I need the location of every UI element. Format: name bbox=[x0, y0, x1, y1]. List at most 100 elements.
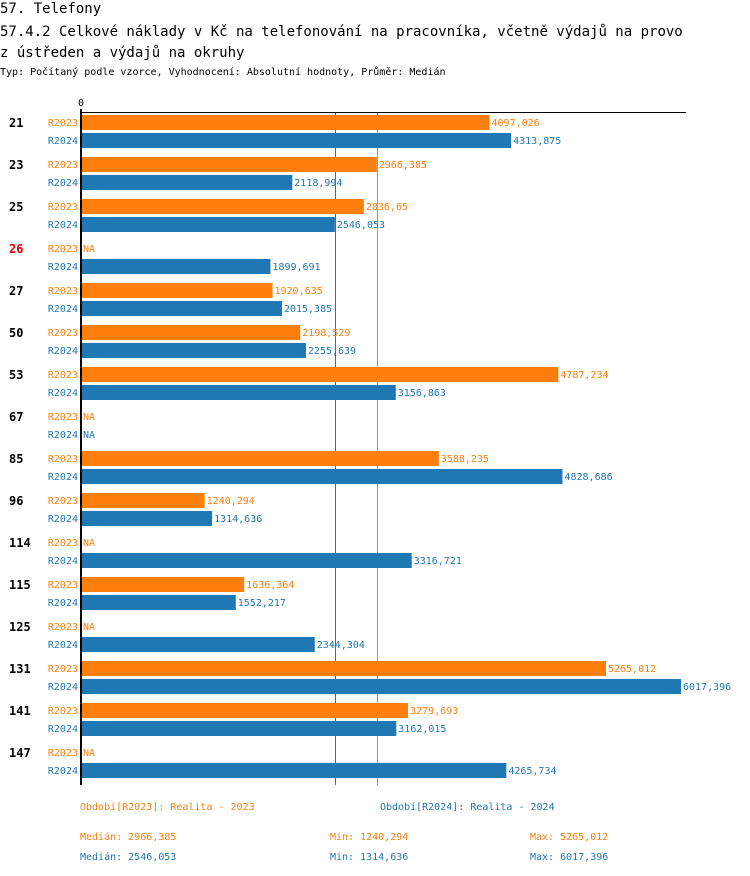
series-label-r2024: R2024 bbox=[48, 682, 78, 693]
value-label: NA bbox=[83, 622, 95, 633]
legend-r2023: Období[R2023]: Realita - 2023 bbox=[80, 801, 255, 815]
category-label: 50 bbox=[9, 326, 23, 340]
bar-r2023 bbox=[82, 115, 490, 130]
value-label: 4313,875 bbox=[513, 136, 561, 147]
series-label-r2023: R2023 bbox=[48, 538, 78, 549]
bar-r2024 bbox=[82, 721, 397, 736]
bar-r2023 bbox=[82, 157, 377, 172]
value-label: 4265,734 bbox=[508, 766, 556, 777]
bar-r2024 bbox=[82, 343, 306, 358]
bar-r2023 bbox=[82, 325, 301, 340]
category-label: 147 bbox=[9, 746, 31, 760]
bar-r2024 bbox=[82, 511, 213, 526]
value-label: 4828,686 bbox=[564, 472, 612, 483]
bar-r2024 bbox=[82, 679, 681, 694]
series-label-r2023: R2023 bbox=[48, 160, 78, 171]
category-label: 26 bbox=[9, 242, 23, 256]
series-label-r2024: R2024 bbox=[48, 220, 78, 231]
value-label: 2546,053 bbox=[337, 220, 385, 231]
category-label: 115 bbox=[9, 578, 31, 592]
series-label-r2024: R2024 bbox=[48, 388, 78, 399]
chart-title-line-2: z ústředen a výdajů na okruhy bbox=[0, 45, 245, 61]
value-label: 3316,721 bbox=[414, 556, 462, 567]
series-label-r2023: R2023 bbox=[48, 118, 78, 129]
bar-r2023 bbox=[82, 703, 409, 718]
bar-r2024 bbox=[82, 637, 315, 652]
series-label-r2024: R2024 bbox=[48, 598, 78, 609]
bar-r2023 bbox=[82, 199, 364, 214]
series-label-r2024: R2024 bbox=[48, 136, 78, 147]
value-label: 1552,217 bbox=[238, 598, 286, 609]
series-label-r2024: R2024 bbox=[48, 430, 78, 441]
series-label-r2023: R2023 bbox=[48, 328, 78, 339]
series-label-r2023: R2023 bbox=[48, 244, 78, 255]
bar-r2024 bbox=[82, 301, 282, 316]
bar-r2024 bbox=[82, 595, 236, 610]
category-label: 125 bbox=[9, 620, 31, 634]
value-label: 2118,994 bbox=[294, 178, 342, 189]
category-label: 53 bbox=[9, 368, 23, 382]
axes: 0 bbox=[78, 98, 686, 785]
value-label: 2198,529 bbox=[302, 328, 350, 339]
value-label: 6017,396 bbox=[683, 682, 731, 693]
bar-r2023 bbox=[82, 493, 205, 508]
bar-r2024 bbox=[82, 217, 335, 232]
series-label-r2024: R2024 bbox=[48, 724, 78, 735]
value-label: 1240,294 bbox=[207, 496, 255, 507]
series-label-r2024: R2024 bbox=[48, 178, 78, 189]
bar-r2024 bbox=[82, 133, 512, 148]
value-label: 3162,015 bbox=[398, 724, 446, 735]
series-label-r2023: R2023 bbox=[48, 412, 78, 423]
series-label-r2023: R2023 bbox=[48, 664, 78, 675]
series-label-r2024: R2024 bbox=[48, 346, 78, 357]
stat-min-r2024: Min: 1314,636 bbox=[330, 852, 409, 863]
value-label: 2836,65 bbox=[366, 202, 408, 213]
series-label-r2023: R2023 bbox=[48, 706, 78, 717]
stat-min-r2023: Min: 1240,294 bbox=[330, 832, 409, 843]
labels: 21 R2023 4097,026 R2024 4313,875 23 R2023 2966,… bbox=[9, 116, 731, 777]
series-label-r2024: R2024 bbox=[48, 640, 78, 651]
category-label: 141 bbox=[9, 704, 31, 718]
category-label: 67 bbox=[9, 410, 23, 424]
series-label-r2023: R2023 bbox=[48, 580, 78, 591]
series-label-r2023: R2023 bbox=[48, 286, 78, 297]
category-label: 21 bbox=[9, 116, 23, 130]
value-label: 1899,691 bbox=[272, 262, 320, 273]
stat-median-r2024: Medián: 2546,053 bbox=[80, 852, 177, 863]
series-label-r2023: R2023 bbox=[48, 748, 78, 759]
series-label-r2023: R2023 bbox=[48, 202, 78, 213]
section-title: 57. Telefony bbox=[0, 1, 102, 17]
series-label-r2024: R2024 bbox=[48, 766, 78, 777]
value-label: 3588,235 bbox=[441, 454, 489, 465]
series-label-r2023: R2023 bbox=[48, 454, 78, 465]
value-label: NA bbox=[83, 748, 95, 759]
value-label: 2255,639 bbox=[308, 346, 356, 357]
legend-r2024-text: Období[R2024]: Realita - 2024 bbox=[380, 802, 555, 813]
value-label: 1636,364 bbox=[246, 580, 294, 591]
value-label: 5265,012 bbox=[608, 664, 656, 675]
bar-r2023 bbox=[82, 283, 273, 298]
series-label-r2024: R2024 bbox=[48, 556, 78, 567]
chart-title: 57.4.2 Celkové náklady v Kč na telefonov… bbox=[0, 22, 750, 64]
bars bbox=[82, 115, 681, 778]
chart-subtitle: Typ: Počítaný podle vzorce, Vyhodnocení:… bbox=[0, 67, 446, 78]
stat-max-r2023: Max: 5265,012 bbox=[530, 832, 609, 843]
bar-r2024 bbox=[82, 175, 293, 190]
series-label-r2023: R2023 bbox=[48, 622, 78, 633]
chart-title-line-1: 57.4.2 Celkové náklady v Kč na telefonov… bbox=[0, 24, 683, 40]
bar-r2023 bbox=[82, 661, 606, 676]
bar-r2024 bbox=[82, 259, 271, 274]
bar-r2023 bbox=[82, 577, 245, 592]
value-label: 1920,635 bbox=[275, 286, 323, 297]
value-label: 2344,304 bbox=[317, 640, 365, 651]
value-label: 4097,026 bbox=[492, 118, 540, 129]
category-label: 96 bbox=[9, 494, 23, 508]
value-label: 2966,385 bbox=[379, 160, 427, 171]
series-label-r2024: R2024 bbox=[48, 514, 78, 525]
bar-r2024 bbox=[82, 469, 563, 484]
category-label: 85 bbox=[9, 452, 23, 466]
category-label: 23 bbox=[9, 158, 23, 172]
category-label: 131 bbox=[9, 662, 31, 676]
series-label-r2023: R2023 bbox=[48, 496, 78, 507]
value-label: 2015,385 bbox=[284, 304, 332, 315]
